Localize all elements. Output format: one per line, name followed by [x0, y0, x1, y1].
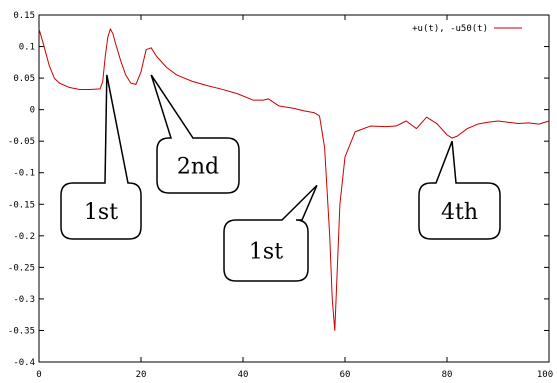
callout-label: 1st: [249, 240, 283, 265]
callout-box: [223, 184, 318, 282]
y-tick-label: -0.2: [13, 232, 35, 242]
y-tick-label: -0.3: [13, 295, 35, 305]
callout-box: [60, 74, 142, 240]
callout-box: [150, 74, 240, 194]
y-tick-label: 0.1: [19, 43, 35, 53]
callout-label: 1st: [84, 200, 118, 225]
y-tick-label: 0.15: [13, 11, 35, 21]
y-tick-label: -0.4: [13, 358, 35, 368]
x-tick-label: 100: [537, 370, 553, 380]
legend: +u(t), -u50(t): [412, 24, 522, 34]
callout-label: 4th: [441, 200, 478, 225]
x-tick-label: 20: [136, 370, 147, 380]
callouts: 1st 2nd 1st 4th: [60, 74, 501, 282]
legend-label: +u(t), -u50(t): [412, 24, 488, 34]
x-tick-label: 60: [340, 370, 351, 380]
x-tick-label: 0: [36, 370, 41, 380]
callout-label: 2nd: [177, 155, 219, 180]
x-tick-label: 40: [238, 370, 249, 380]
y-tick-label: -0.25: [8, 263, 35, 273]
axes: 0.15 0.1 0.05 0 -0.05 -0.1 -0.15 -0.2 -0.25 -0.3 -…: [8, 11, 553, 380]
y-tick-label: 0: [30, 106, 35, 116]
plot-frame: [38, 14, 550, 363]
y-tick-label: -0.15: [8, 200, 35, 210]
series-line: [38, 28, 550, 331]
y-tick-label: -0.35: [8, 326, 35, 336]
series-layer: [38, 28, 550, 331]
callout-box: [418, 140, 501, 240]
y-tick-label: -0.1: [13, 169, 35, 179]
y-tick-label: 0.05: [13, 74, 35, 84]
y-tick-label: -0.05: [8, 137, 35, 147]
x-tick-label: 80: [442, 370, 453, 380]
